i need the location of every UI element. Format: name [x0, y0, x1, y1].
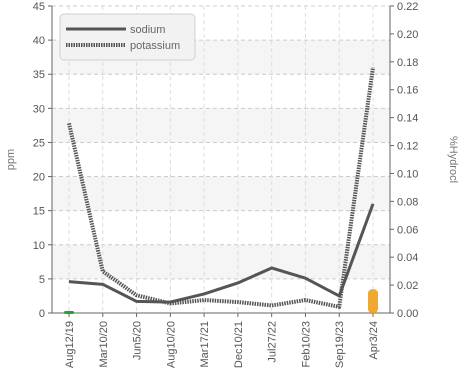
legend-label-sodium: sodium	[130, 24, 165, 36]
series-line-sodium	[68, 203, 375, 304]
y-axis-title: ppm	[5, 149, 17, 170]
y-tick-label: 5	[39, 274, 45, 286]
y2-axis-title: %Hydrocl	[447, 136, 459, 183]
background-band	[52, 244, 390, 279]
y-tick-label: 40	[33, 35, 45, 47]
y-tick-label: 20	[33, 172, 45, 184]
marker-1	[368, 289, 378, 313]
y2-tick-label: 0.20	[397, 29, 418, 41]
x-tick-label: Mar17/21	[199, 321, 211, 367]
y2-tick-label: 0.22	[397, 1, 418, 13]
y2-tick-label: 0.12	[397, 141, 418, 153]
y2-tick-label: 0.14	[397, 113, 418, 125]
x-tick-label: Jul27/22	[267, 321, 279, 363]
background-band	[52, 108, 390, 143]
marker-0	[64, 311, 74, 314]
x-tick-label: Mar10/20	[98, 321, 110, 367]
y-tick-label: 45	[33, 1, 45, 13]
y2-tick-label: 0.02	[397, 280, 418, 292]
y-tick-label: 30	[33, 103, 45, 115]
x-tick-label: Aug10/20	[165, 321, 177, 368]
x-tick-label: Feb10/23	[300, 321, 312, 367]
y-tick-label: 0	[39, 308, 45, 320]
y2-tick-label: 0.00	[397, 308, 418, 320]
y2-tick-label: 0.04	[397, 252, 418, 264]
y2-tick-label: 0.06	[397, 224, 418, 236]
x-tick-label: Apr3/24	[368, 321, 380, 360]
y-tick-label: 15	[33, 206, 45, 218]
y-tick-label: 25	[33, 137, 45, 149]
legend-label-potassium: potassium	[130, 40, 180, 52]
background-band	[52, 176, 390, 211]
x-tick-label: Jun5/20	[132, 321, 144, 360]
y2-tick-label: 0.08	[397, 196, 418, 208]
y-tick-label: 10	[33, 240, 45, 252]
legend-box	[59, 13, 196, 61]
y-tick-label: 35	[33, 69, 45, 81]
x-tick-label: Dec10/21	[233, 321, 245, 368]
series-line-potassium	[67, 67, 375, 309]
x-tick-label: Sep19/23	[334, 321, 346, 368]
y2-tick-label: 0.18	[397, 57, 418, 69]
y2-tick-label: 0.16	[397, 85, 418, 97]
y2-tick-label: 0.10	[397, 168, 418, 180]
x-tick-label: Aug12/19	[64, 321, 76, 368]
